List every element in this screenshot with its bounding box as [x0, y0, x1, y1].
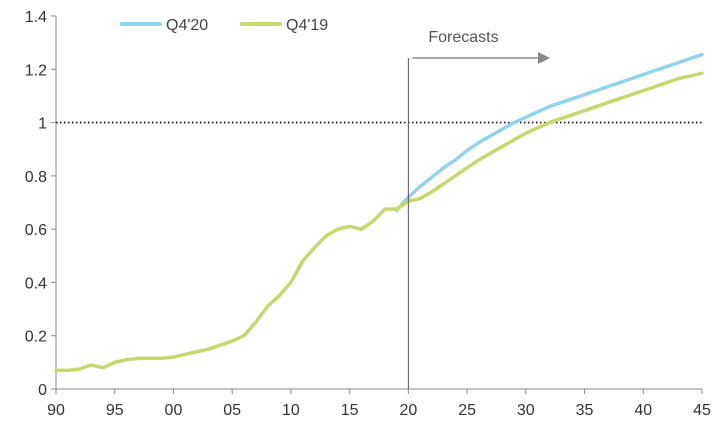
x-tick-label: 15	[341, 402, 359, 419]
x-tick-label: 20	[399, 402, 417, 419]
x-tick-label: 25	[458, 402, 476, 419]
y-tick-label: 1.2	[25, 62, 47, 79]
y-tick-label: 0.4	[25, 275, 47, 292]
legend-label: Q4'20	[166, 17, 208, 34]
y-axis: 0 0.2 0.4 0.6 0.8 1 1.2 1.4	[25, 9, 57, 399]
x-tick-label: 95	[106, 402, 124, 419]
x-tick-label: 90	[47, 402, 65, 419]
x-tick-label: 40	[634, 402, 652, 419]
y-tick-label: 0.6	[25, 222, 47, 239]
series-group	[54, 52, 704, 373]
y-tick-label: 1.4	[25, 9, 47, 26]
y-tick-label: 1	[38, 116, 47, 133]
x-tick-label: 45	[693, 402, 711, 419]
y-tick-label: 0.8	[25, 169, 47, 186]
series-line	[54, 71, 704, 373]
x-tick-label: 10	[282, 402, 300, 419]
x-tick-label: 00	[165, 402, 183, 419]
legend-label: Q4'19	[286, 17, 328, 34]
x-tick-label: 30	[517, 402, 535, 419]
y-tick-label: 0.2	[25, 329, 47, 346]
legend: Q4'20 Q4'19	[120, 17, 328, 34]
forecast-arrow-head	[538, 52, 550, 64]
series-line	[394, 52, 704, 213]
forecast-marker: Forecasts	[407, 29, 550, 389]
x-tick-label: 35	[576, 402, 594, 419]
y-tick-label: 0	[38, 382, 47, 399]
forecast-label: Forecasts	[428, 29, 498, 46]
x-tick-label: 05	[223, 402, 241, 419]
x-axis: 90 95 00 05 10 15 20 25 30 35 40 45	[47, 388, 711, 419]
